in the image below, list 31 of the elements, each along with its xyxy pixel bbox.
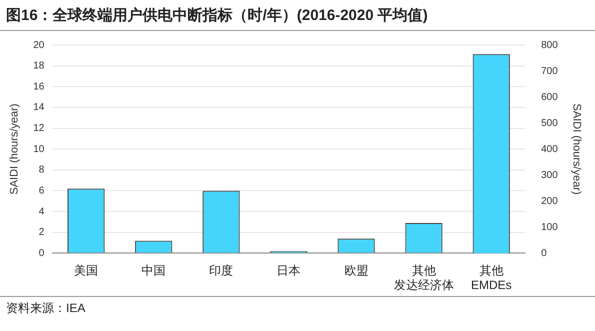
x-tick-label: 欧盟 (344, 264, 368, 278)
y-tick-label: 14 (33, 102, 45, 114)
y2-axis-title: SAIDI (hours/year) (570, 104, 582, 195)
x-tick-label: 美国 (74, 264, 98, 278)
y-tick-label: 2 (38, 227, 45, 238)
chart-title: 图16：全球终端用户供电中断指标（时/年）(2016-2020 平均值) (0, 0, 595, 31)
text: 资料来源：IEA (6, 300, 86, 317)
y2-tick-label: 0 (541, 248, 548, 259)
y-tick-label: 16 (33, 81, 45, 92)
x-tick-label: 其他发达经济体 (394, 264, 454, 292)
x-tick-label: 印度 (209, 264, 234, 278)
y-tick-label: 12 (33, 123, 45, 134)
y2-tick-label: 800 (541, 40, 558, 51)
y2-tick-label: 400 (541, 144, 558, 155)
y-tick-label: 6 (38, 185, 45, 196)
y-tick-label: 18 (33, 60, 45, 72)
y-tick-label: 10 (33, 144, 45, 155)
y-tick-label: 20 (33, 40, 45, 51)
y2-tick-label: 600 (541, 92, 558, 103)
y2-tick-label: 700 (541, 66, 558, 77)
x-tick-label: 其他EMDEs (471, 264, 512, 292)
y2-tick-label: 200 (541, 196, 558, 207)
x-tick-label: 中国 (142, 264, 166, 278)
y-tick-label: 8 (38, 164, 45, 176)
x-tick-label: 日本 (276, 264, 301, 278)
y2-tick-label: 300 (541, 170, 558, 181)
y-axis-title: SAIDI (hours/year) (8, 104, 21, 195)
y2-tick-label: 500 (541, 118, 558, 129)
y-tick-label: 4 (38, 206, 45, 218)
y-tick-label: 0 (38, 248, 45, 259)
y2-tick-label: 100 (541, 222, 558, 233)
